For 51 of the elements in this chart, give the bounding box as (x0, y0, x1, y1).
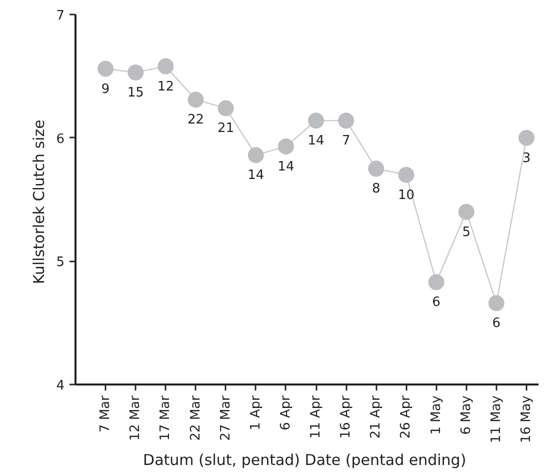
point (128, 64, 144, 80)
x-tick-label: 16 Apr (338, 394, 354, 439)
point (158, 58, 174, 74)
x-tick-label: 22 Mar (188, 394, 204, 441)
x-tick-label: 11 Apr (308, 394, 324, 439)
annotation: 15 (127, 85, 144, 100)
x-tick-label: 17 Mar (158, 394, 174, 441)
x-tick-label: 6 May (458, 395, 474, 435)
point (188, 92, 204, 108)
y-tick-label: 7 (56, 8, 65, 24)
annotation: 7 (342, 134, 350, 149)
x-tick-label: 26 Apr (398, 394, 414, 439)
point (338, 112, 354, 129)
point (488, 295, 504, 312)
point (518, 130, 534, 146)
point (308, 112, 324, 129)
annotation: 14 (308, 134, 324, 149)
annotation: 8 (372, 182, 380, 197)
annotation: 6 (432, 295, 440, 310)
point (398, 166, 414, 183)
x-tick-label: 12 Mar (128, 394, 144, 441)
annotation: 5 (462, 224, 470, 240)
point (368, 160, 384, 177)
annotation: 9 (101, 82, 110, 97)
point (248, 147, 264, 164)
x-tick-label: 1 May (428, 395, 444, 435)
annotation: 3 (522, 150, 531, 166)
point (428, 274, 444, 290)
y-tick-label: 5 (56, 255, 65, 270)
x-tick-label: 16 May (518, 395, 534, 444)
annotation: 14 (248, 168, 264, 184)
x-tick-label: 1 Apr (248, 394, 264, 430)
point (458, 204, 474, 220)
x-tick-label: 6 Apr (278, 394, 294, 430)
annotation: 14 (278, 159, 294, 174)
x-tick-label: 27 Mar (218, 394, 234, 441)
x-tick-label: 11 May (488, 395, 504, 444)
y-tick-label: 6 (56, 132, 65, 147)
point (218, 100, 234, 116)
annotation: 12 (157, 79, 174, 94)
x-tick-label: 21 Apr (368, 394, 384, 439)
annotation: 22 (187, 112, 204, 128)
annotation: 10 (398, 188, 414, 203)
y-tick-label: 4 (56, 378, 65, 394)
point (98, 60, 114, 77)
x-axis-title: Datum (slut, pentad) Date (pentad ending) (143, 451, 466, 470)
annotation: 21 (218, 121, 234, 136)
annotation: 6 (492, 316, 501, 332)
y-axis-title: Kullstorlek Clutch size (30, 120, 48, 284)
point (278, 138, 294, 154)
x-tick-label: 7 Mar (98, 394, 114, 432)
